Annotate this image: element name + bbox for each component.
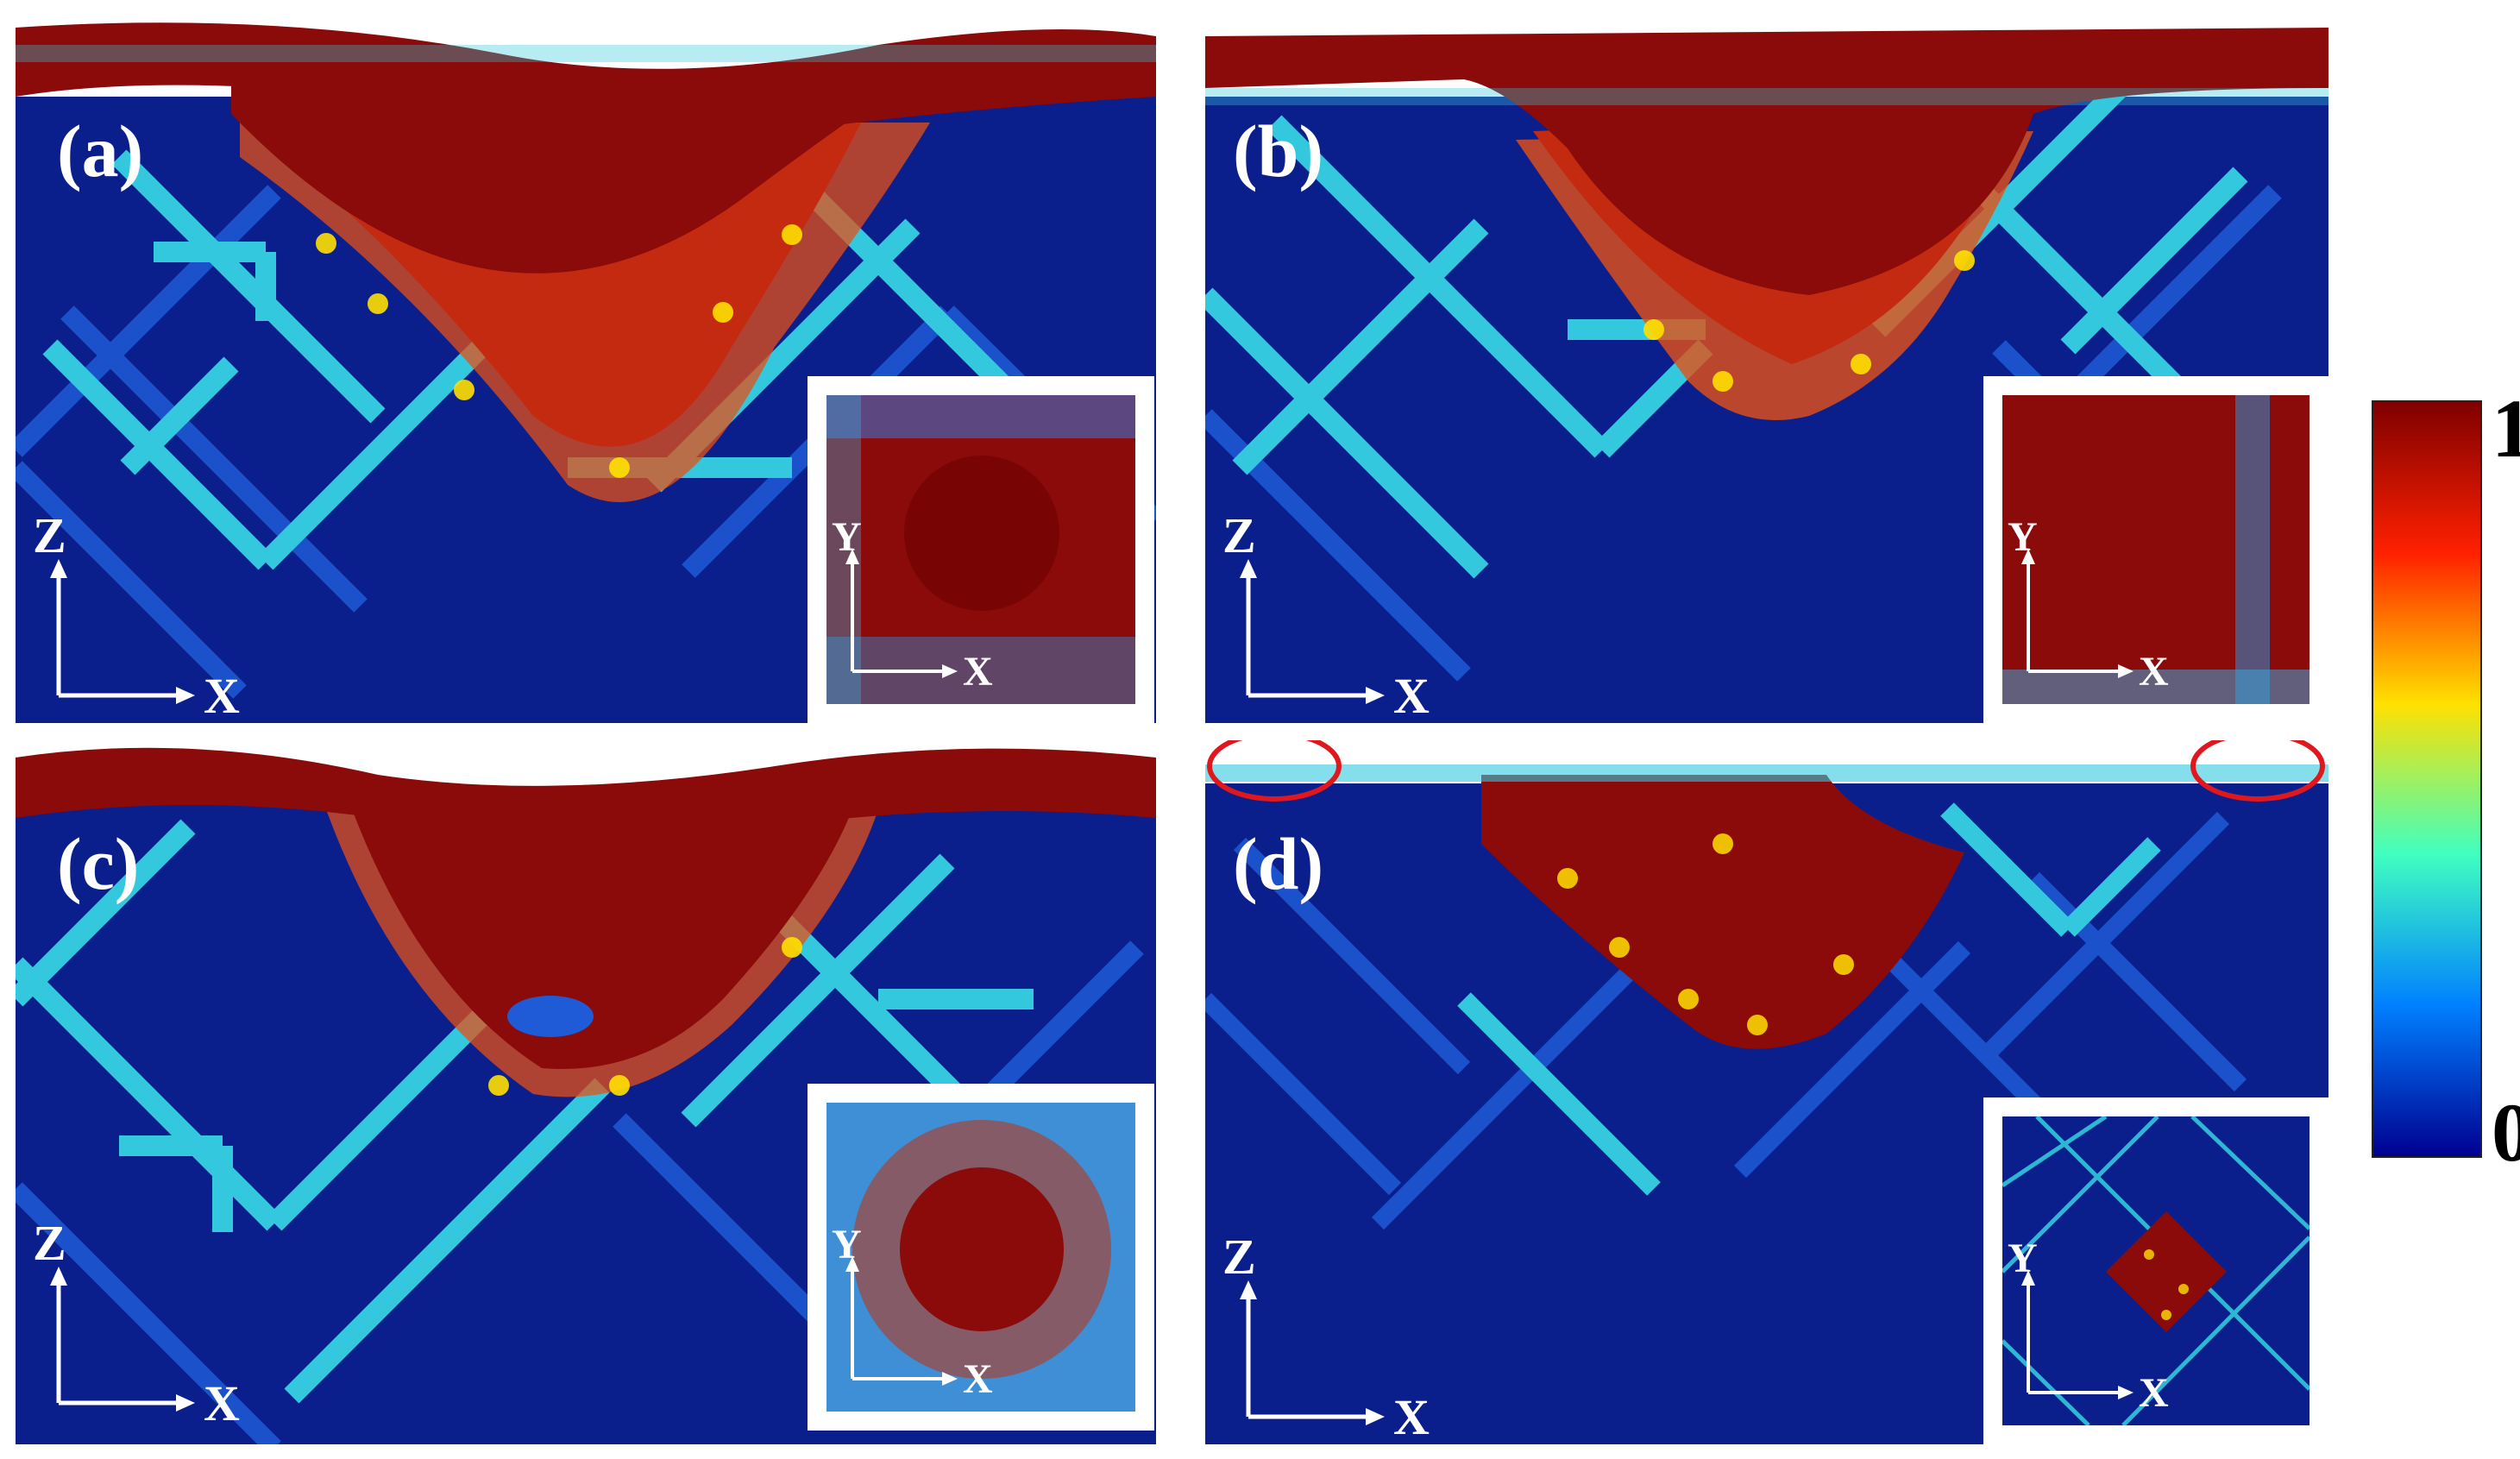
- panel-b-z-axis-label: Z: [1222, 507, 1256, 563]
- colorbar-min-label: 0: [2492, 1086, 2520, 1179]
- panel-c-z-axis-label: Z: [33, 1215, 66, 1271]
- panel-d-label: (d): [1233, 822, 1324, 905]
- panel-c-inset-image: Y X: [826, 1103, 1135, 1412]
- panel-b-inset-x-label: X: [2139, 649, 2169, 695]
- panel-c-inset-x-label: X: [963, 1356, 993, 1402]
- panel-d-highlight-right: [2190, 740, 2325, 802]
- panel-b-inset-y-label: Y: [2008, 514, 2038, 560]
- panel-b-label: (b): [1233, 110, 1324, 192]
- panel-b-inset: Y X: [1983, 376, 2328, 723]
- panel-d-inset: Y X: [1983, 1097, 2328, 1444]
- panel-c-x-axis-label: X: [204, 1375, 240, 1431]
- colorbar: 1 0: [2364, 387, 2520, 1174]
- panel-a-x-axis-label: X: [204, 668, 240, 723]
- panel-d-inset-y-label: Y: [2008, 1236, 2038, 1281]
- panel-d: (d) Z X Y X: [1205, 740, 2328, 1444]
- panel-b-x-axis-label: X: [1393, 668, 1430, 723]
- panel-c-axes: Z X: [33, 1215, 240, 1431]
- panel-a-inset-y-label: Y: [832, 514, 862, 560]
- panel-c-inset-y-label: Y: [832, 1222, 862, 1267]
- panel-a-label: (a): [57, 110, 144, 192]
- panel-d-axes: Z X: [1222, 1229, 1430, 1444]
- panel-c-inset: Y X: [808, 1084, 1154, 1431]
- colorbar-gradient: [2372, 400, 2482, 1158]
- panel-a-inset-image: Y X: [826, 395, 1135, 704]
- panel-c-label: (c): [57, 822, 140, 905]
- panel-b-inset-image: Y X: [2002, 395, 2309, 704]
- panel-b: (b) Z X Y X: [1205, 19, 2328, 723]
- panel-a-inset: Y X: [808, 376, 1154, 723]
- panel-d-inset-x-label: X: [2139, 1370, 2169, 1416]
- panel-a: (a) Z X Y X: [16, 19, 1156, 723]
- panel-d-highlight-left: [1207, 740, 1342, 802]
- panel-c: (c) Z X Y X: [16, 740, 1156, 1444]
- panel-d-x-axis-label: X: [1393, 1389, 1430, 1444]
- panel-d-inset-image: Y X: [2002, 1116, 2309, 1425]
- panel-a-axes: Z X: [33, 507, 240, 723]
- panel-a-z-axis-label: Z: [33, 507, 66, 563]
- panel-a-inset-x-label: X: [963, 649, 993, 695]
- panel-d-z-axis-label: Z: [1222, 1229, 1256, 1285]
- panel-b-axes: Z X: [1222, 507, 1430, 723]
- colorbar-max-label: 1: [2492, 382, 2520, 475]
